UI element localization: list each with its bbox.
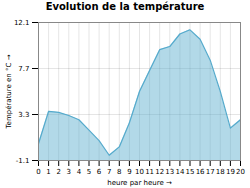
- svg-text:10: 10: [135, 168, 144, 176]
- svg-text:15: 15: [186, 168, 195, 176]
- svg-text:17: 17: [206, 168, 215, 176]
- svg-text:5: 5: [87, 168, 91, 176]
- svg-text:11: 11: [145, 168, 154, 176]
- svg-text:19: 19: [226, 168, 235, 176]
- svg-text:13: 13: [165, 168, 174, 176]
- svg-text:12: 12: [155, 168, 164, 176]
- svg-text:20: 20: [236, 168, 245, 176]
- svg-text:16: 16: [196, 168, 205, 176]
- svg-text:14: 14: [175, 168, 184, 176]
- svg-text:3.3: 3.3: [18, 111, 29, 119]
- svg-text:12.1: 12.1: [14, 19, 30, 27]
- svg-text:4: 4: [77, 168, 82, 176]
- svg-text:3: 3: [67, 168, 71, 176]
- svg-text:0: 0: [36, 168, 40, 176]
- svg-text:2: 2: [56, 168, 60, 176]
- svg-text:1: 1: [46, 168, 50, 176]
- svg-text:Température en °C →: Température en °C →: [5, 54, 13, 129]
- svg-text:heure par heure →: heure par heure →: [107, 179, 172, 187]
- svg-text:6: 6: [97, 168, 102, 176]
- svg-text:9: 9: [127, 168, 131, 176]
- svg-text:7: 7: [107, 168, 111, 176]
- svg-text:-1.1: -1.1: [16, 157, 30, 165]
- html-text:Evolution de la température: Evolution de la température: [45, 1, 205, 12]
- svg-text:7.7: 7.7: [18, 65, 29, 73]
- svg-text:18: 18: [216, 168, 225, 176]
- svg-text:8: 8: [117, 168, 121, 176]
